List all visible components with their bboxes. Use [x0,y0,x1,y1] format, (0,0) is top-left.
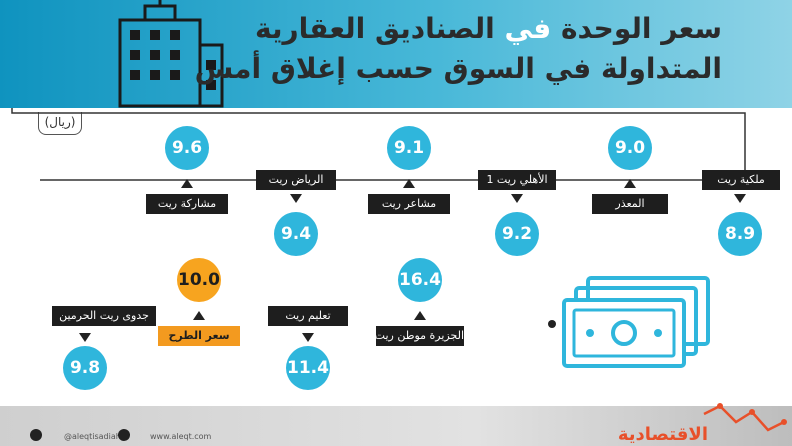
fund-value-taleem: 11.4 [286,346,330,390]
title-suffix: الصناديق العقارية [255,12,495,45]
fund-value-ahli: 9.2 [495,212,539,256]
page-title: سعر الوحدة في الصناديق العقارية [255,12,722,45]
fund-label-jazira: الجزيرة موطن ريت [375,326,464,346]
arrow-down [734,194,746,203]
fund-label-muather: المعذر [592,194,668,214]
fund-value-musharaka: 9.6 [165,126,209,170]
fund-label-jadwa: جدوى ريت الحرمين [52,306,156,326]
fund-value-muather: 9.0 [608,126,652,170]
title-prefix: سعر الوحدة [560,12,722,45]
page-subtitle: المتداولة في السوق حسب إغلاق أمس [194,52,722,85]
fund-value-jazira: 16.4 [398,258,442,302]
fund-label-taleem: تعليم ريت [268,306,348,326]
fund-value-mashaer: 9.1 [387,126,431,170]
brand-logo: الاقتصادية [617,424,708,445]
money-icon [562,276,710,368]
arrow-down [302,333,314,342]
instagram-icon[interactable] [118,429,130,441]
arrow-up [403,179,415,188]
arrow-up [414,311,426,320]
fund-label-ahli: الأهلي ريت 1 [478,170,556,190]
arrow-down [79,333,91,342]
fund-label-musharaka: مشاركة ريت [146,194,228,214]
arrow-down [511,194,523,203]
fund-value-riyad: 9.4 [274,212,318,256]
fund-label-mulkia: ملكية ريت [702,170,780,190]
fund-value-mulkia: 8.9 [718,212,762,256]
offering-price-value: 10.0 [177,258,221,302]
website-link[interactable]: www.aleqt.com [150,432,212,441]
fund-value-jadwa: 9.8 [63,346,107,390]
fund-label-mashaer: مشاعر ريت [368,194,450,214]
offering-price-label: سعر الطرح [158,326,240,346]
footer-bar [0,406,792,446]
building-icon [118,0,224,108]
trend-line-icon [703,403,787,432]
twitter-icon[interactable] [30,429,42,441]
arrow-up [193,311,205,320]
social-handle: @aleqtisadiah [64,432,121,441]
arrow-up [624,179,636,188]
title-middle: في [494,12,561,45]
arrow-up [181,179,193,188]
unit-label: (ريال) [38,112,82,135]
fund-label-riyad: الرياض ريت [256,170,336,190]
arrow-down [290,194,302,203]
